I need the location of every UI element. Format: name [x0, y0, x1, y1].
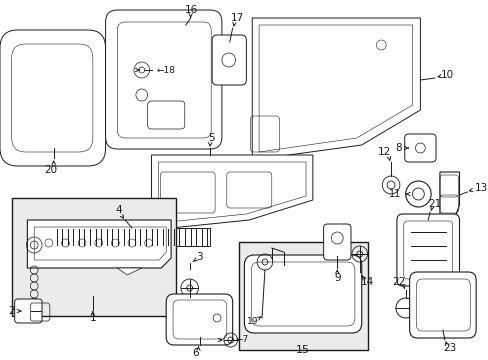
Circle shape: [382, 176, 399, 194]
Text: 9: 9: [333, 273, 340, 283]
Polygon shape: [27, 220, 171, 268]
FancyBboxPatch shape: [15, 299, 42, 323]
Text: 20: 20: [44, 165, 57, 175]
Text: 5: 5: [207, 133, 214, 143]
Text: 13: 13: [474, 183, 488, 193]
Polygon shape: [439, 172, 459, 218]
Bar: [12, 198, 176, 316]
FancyBboxPatch shape: [323, 224, 350, 260]
FancyBboxPatch shape: [105, 10, 222, 149]
Text: ←7: ←7: [235, 336, 248, 345]
FancyBboxPatch shape: [409, 272, 475, 338]
Bar: [238, 242, 367, 350]
Text: 4: 4: [115, 205, 122, 215]
FancyBboxPatch shape: [404, 134, 435, 162]
Text: ←18: ←18: [156, 66, 175, 75]
Text: 8: 8: [395, 143, 401, 153]
FancyBboxPatch shape: [244, 255, 361, 333]
Text: 17: 17: [230, 13, 244, 23]
Polygon shape: [151, 155, 312, 230]
Text: 3: 3: [196, 252, 203, 262]
Circle shape: [405, 181, 430, 207]
Text: 23: 23: [442, 343, 455, 353]
FancyBboxPatch shape: [212, 35, 246, 85]
Polygon shape: [252, 18, 420, 160]
Text: 16: 16: [184, 5, 198, 15]
Text: 1: 1: [89, 313, 96, 323]
Text: 15: 15: [295, 345, 309, 355]
Text: 21: 21: [427, 199, 441, 209]
FancyBboxPatch shape: [166, 294, 232, 345]
FancyBboxPatch shape: [0, 30, 105, 166]
Text: 6: 6: [192, 348, 199, 358]
Bar: [54, 228, 210, 246]
Circle shape: [395, 298, 415, 318]
Text: 19: 19: [246, 316, 258, 325]
Text: 14: 14: [360, 277, 373, 287]
Text: 2: 2: [8, 306, 15, 316]
Text: 22: 22: [391, 277, 405, 287]
Text: 11: 11: [388, 189, 400, 199]
Text: 12: 12: [377, 147, 390, 157]
FancyBboxPatch shape: [396, 214, 459, 286]
Polygon shape: [117, 268, 142, 275]
Text: 10: 10: [440, 70, 453, 80]
